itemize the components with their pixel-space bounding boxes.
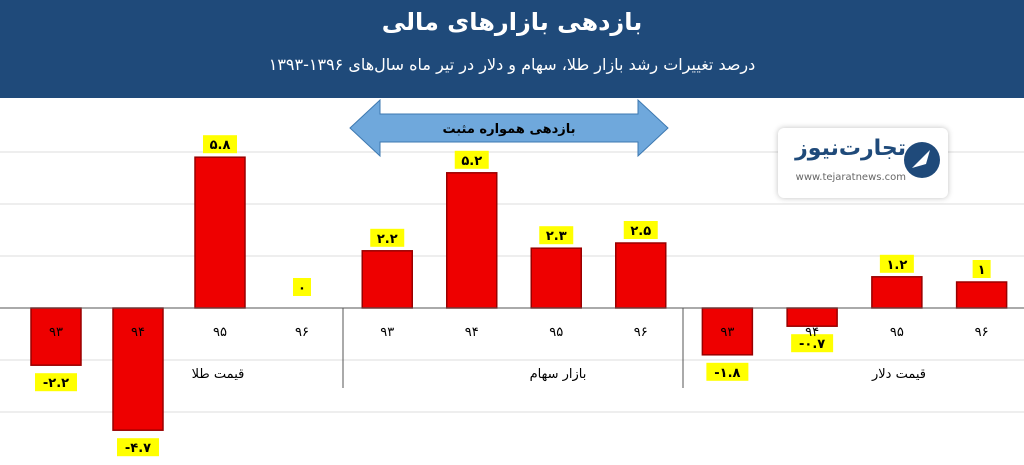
group-label: قیمت طلا bbox=[192, 367, 245, 382]
bar bbox=[615, 242, 667, 309]
data-label-bg bbox=[370, 228, 405, 247]
data-label-bg bbox=[454, 150, 489, 169]
logo-url: www.tejaratnews.com bbox=[795, 172, 906, 183]
data-label: ۵.۸ bbox=[210, 138, 231, 153]
logo: تجارت‌نیوز www.tejaratnews.com bbox=[778, 128, 948, 198]
bar bbox=[446, 172, 498, 309]
category-label: ۹۶ bbox=[634, 325, 648, 340]
chart-title: بازدهی بازارهای مالی bbox=[381, 8, 643, 36]
logo-text: تجارت‌نیوز bbox=[795, 136, 906, 161]
arrow-label: بازدهی همواره مثبت bbox=[442, 122, 575, 137]
bar bbox=[955, 281, 1008, 309]
bar bbox=[786, 307, 838, 327]
data-label: ۲.۳ bbox=[546, 229, 567, 244]
bar bbox=[112, 307, 164, 431]
data-label-bg bbox=[35, 373, 77, 392]
data-label: -۲.۲ bbox=[43, 376, 69, 391]
bar bbox=[194, 156, 246, 309]
category-label: ۹۶ bbox=[975, 325, 989, 340]
category-label: ۹۴ bbox=[805, 325, 819, 340]
bar bbox=[871, 276, 923, 309]
chart-subtitle: درصد تغییرات رشد بازار طلا، سهام و دلار … bbox=[268, 55, 756, 74]
category-label: ۹۵ bbox=[890, 325, 904, 340]
double-arrow bbox=[349, 98, 669, 158]
data-label-bg bbox=[706, 362, 749, 381]
logo-icon bbox=[904, 142, 940, 178]
data-label: ۱ bbox=[978, 263, 986, 278]
data-label: ۲.۵ bbox=[630, 224, 651, 239]
data-label: ۲.۲ bbox=[377, 232, 398, 247]
data-label: ۰ bbox=[298, 281, 306, 296]
group-label: بازار سهام bbox=[530, 367, 587, 382]
data-label: -۰.۷ bbox=[799, 337, 825, 352]
category-label: ۹۳ bbox=[720, 325, 734, 340]
data-label-bg bbox=[623, 221, 658, 239]
data-label-bg bbox=[791, 334, 834, 353]
data-label-bg bbox=[972, 260, 991, 278]
category-label: ۹۵ bbox=[213, 325, 227, 340]
data-label-bg bbox=[293, 278, 311, 296]
bar bbox=[30, 307, 82, 366]
bar bbox=[530, 247, 582, 309]
group-label: قیمت دلار bbox=[871, 367, 926, 382]
data-label: ۵.۲ bbox=[461, 154, 482, 169]
bar-chart: بازدهی همواره مثبت -۲.۲ ۹۳ -۴.۷ ۹۴ ۵.۸ ۹۵ ۰ ۹۶ قی… bbox=[0, 98, 1024, 457]
category-label: ۹۴ bbox=[131, 325, 145, 340]
data-label-bg bbox=[539, 226, 574, 245]
category-label: ۹۳ bbox=[49, 325, 63, 340]
data-label: ۱.۲ bbox=[886, 258, 907, 273]
category-label: ۹۴ bbox=[465, 325, 479, 340]
data-label-bg bbox=[117, 438, 159, 457]
data-label: -۱.۸ bbox=[714, 366, 740, 381]
category-label: ۹۵ bbox=[549, 325, 563, 340]
header: بازدهی بازارهای مالی درصد تغییرات رشد با… bbox=[0, 0, 1024, 98]
bar bbox=[701, 307, 754, 356]
data-label-bg bbox=[879, 254, 914, 273]
category-label: ۹۶ bbox=[295, 325, 309, 340]
data-label: -۴.۷ bbox=[125, 441, 151, 456]
category-label: ۹۳ bbox=[380, 325, 394, 340]
bar bbox=[361, 250, 413, 309]
data-label-bg bbox=[203, 135, 237, 154]
